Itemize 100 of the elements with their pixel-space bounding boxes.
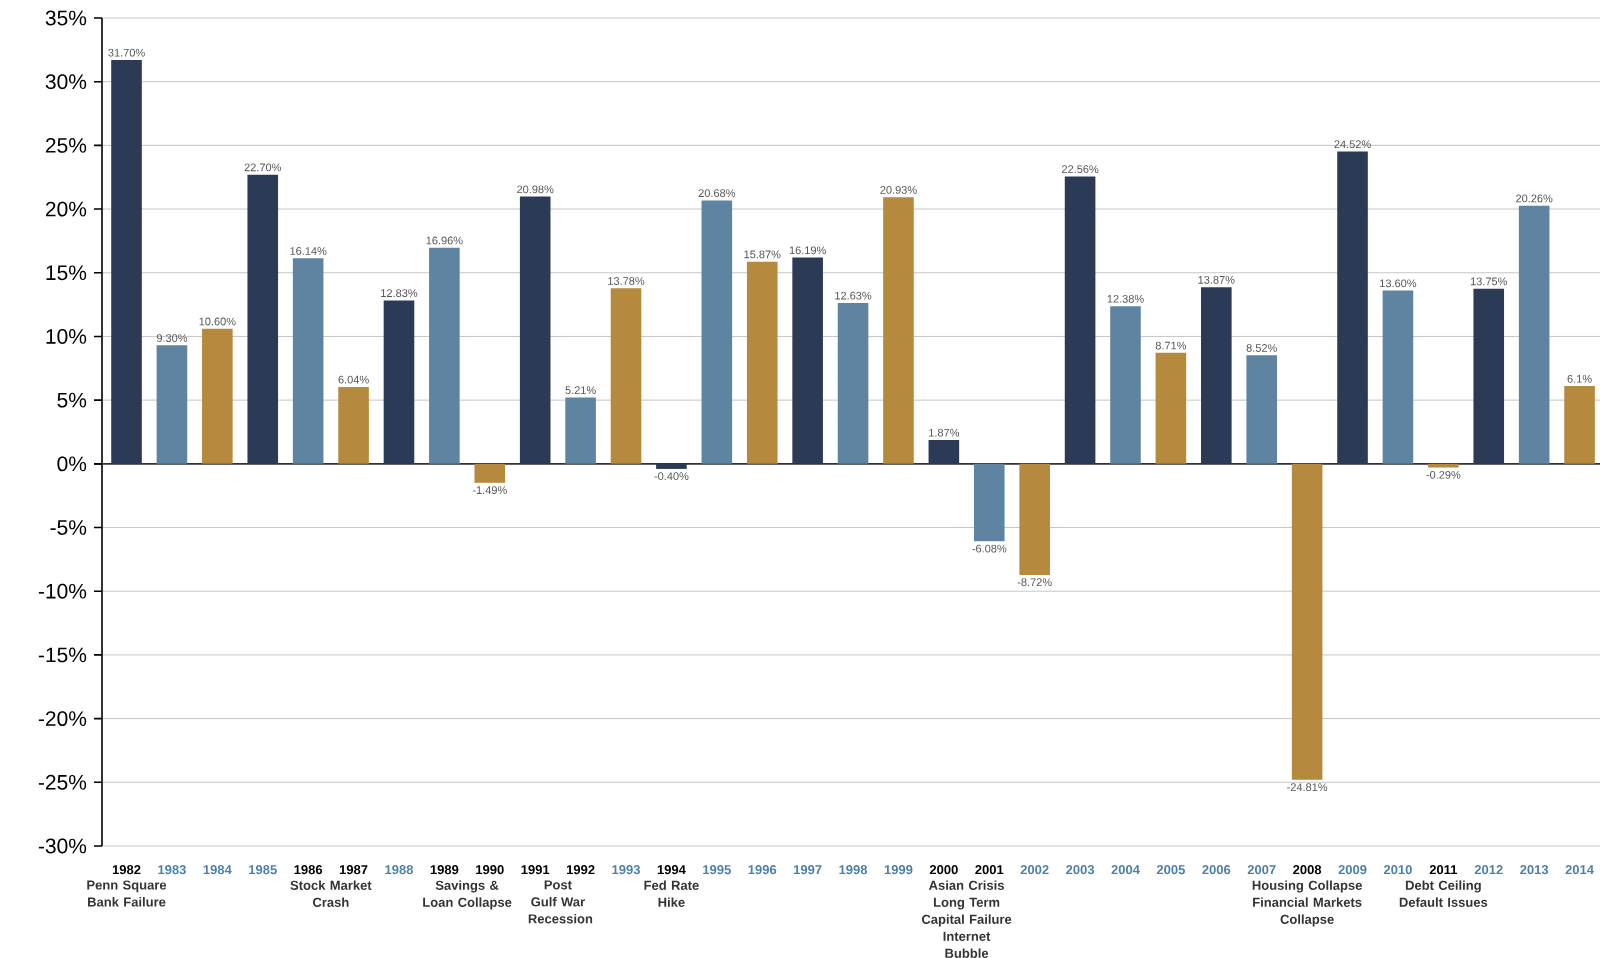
x-tick-label: 2001 [975,865,1004,875]
data-label: 6.1% [1567,374,1592,383]
bar [1019,463,1050,575]
bar [1064,176,1096,464]
x-tick-label: 1994 [657,865,686,875]
x-tick-label: 2005 [1156,865,1185,875]
data-label: -0.29% [1426,470,1461,479]
text: Savings & Loan Collapse [423,880,512,910]
x-tick-label: 2006 [1202,865,1231,875]
bar [837,302,869,464]
data-label: -24.81% [1287,783,1328,792]
data-label: 20.98% [517,185,554,194]
x-tick-label: 1987 [339,865,368,875]
text: Asian Crisis Long Term Capital Failure Internet Bubble [921,880,1012,958]
x-tick-label: 2003 [1066,865,1095,875]
x-tick-label: 2007 [1247,865,1276,875]
bar [338,386,369,464]
data-label: 12.83% [381,289,418,298]
text: Stock Market Crash [290,880,372,907]
text: Debt Ceiling Default Issues [1399,880,1488,907]
x-tick-label: 2002 [1020,865,1049,875]
data-label: 22.70% [244,163,282,172]
bar [247,174,279,464]
x-tick-label: 2014 [1565,865,1594,875]
data-label: 20.93% [880,186,917,194]
x-tick-label: 1990 [476,865,504,875]
text: Penn Square Bank Failure [87,880,167,907]
bar [973,463,1005,542]
y-tick-label: -20% [38,711,87,727]
x-tick-label: 2008 [1293,865,1322,875]
data-label: -8.72% [1017,578,1052,587]
y-tick-label: 5% [57,392,87,408]
x-tick-label: 1991 [521,865,550,875]
bar [656,463,687,469]
data-label: -0.40% [654,472,689,481]
y-tick-label: -30% [38,838,87,854]
text: Housing Collapse Financial Markets Collapse [1252,880,1362,927]
x-tick-label: 1986 [294,865,323,875]
data-label: 10.60% [199,317,236,326]
y-tick-label: -15% [38,647,87,663]
x-tick-label: 1988 [385,865,414,875]
bar [292,258,324,464]
y-tick-label: 15% [46,265,87,281]
data-label: 16.14% [290,247,327,255]
bar [1246,355,1278,464]
data-label: 13.60% [1380,279,1417,288]
data-label: 13.75% [1470,277,1508,286]
bar [565,397,596,464]
x-tick-label: 2011 [1429,865,1458,875]
data-label: 16.96% [426,236,463,245]
bar [610,288,642,464]
bar [746,261,778,464]
bar [1473,288,1505,464]
data-label: 1.87% [929,428,960,437]
data-label: 22.56% [1062,165,1099,174]
x-tick-label: 2004 [1111,865,1140,875]
bar [1518,205,1550,464]
bar [883,197,914,464]
x-tick-label: 2013 [1520,865,1549,875]
bar [1428,463,1459,468]
data-label: -1.49% [472,486,507,495]
bar [1201,287,1232,464]
data-label: 31.70% [108,48,145,57]
x-tick-label: 1989 [430,865,459,875]
x-tick-label: 1983 [158,865,186,875]
y-tick-label: -5% [50,520,87,535]
bar [383,300,415,464]
y-tick-label: 25% [45,137,87,153]
x-tick-label: 1998 [839,865,868,875]
x-tick-label: 2000 [929,865,958,875]
text: Fed Rate Hike [644,880,699,907]
y-tick-label: 20% [45,201,87,217]
data-label: 16.19% [789,246,826,255]
data-label: 8.52% [1246,344,1277,352]
data-label: 20.26% [1516,194,1553,203]
data-label: 13.87% [1198,275,1235,284]
x-tick-label: 2010 [1383,865,1412,875]
x-tick-label: 2012 [1474,865,1503,875]
data-label: 5.21% [565,386,596,395]
data-label: 24.52% [1334,140,1371,149]
x-tick-label: 1997 [794,865,822,875]
bar [156,345,188,464]
data-label: 12.63% [835,291,872,300]
y-tick-label: 35% [45,10,87,26]
data-label: 8.71% [1155,341,1187,350]
bar [1337,151,1368,464]
y-tick-label: -25% [38,774,87,790]
data-label: 20.68% [698,189,736,198]
x-tick-label: 1982 [112,865,141,875]
x-tick-label: 1985 [249,865,277,875]
x-tick-label: 2009 [1338,865,1367,875]
bar [429,247,460,464]
text: Post Gulf War Recession [528,880,593,924]
bar [519,196,551,464]
data-label: -6.08% [972,544,1007,553]
data-label: 6.04% [338,375,369,384]
bar [1110,306,1141,464]
y-tick-label: 30% [45,74,87,90]
x-tick-label: 1993 [612,865,640,875]
bar [1382,290,1414,464]
